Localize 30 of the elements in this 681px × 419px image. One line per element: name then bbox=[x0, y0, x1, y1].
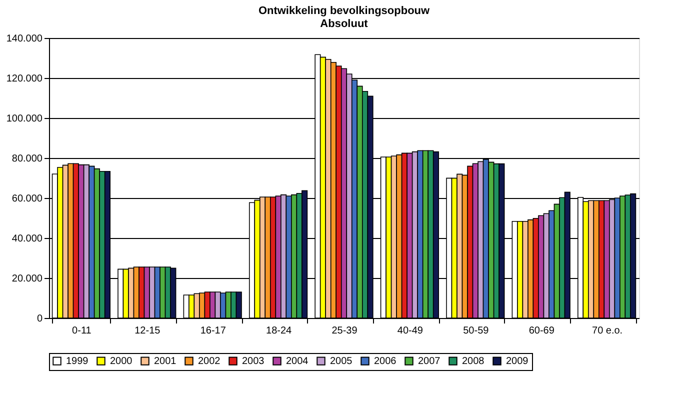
legend-label: 2006 bbox=[374, 356, 397, 368]
x-tick-label: 16-17 bbox=[200, 326, 226, 336]
y-tick-label: 120.000 bbox=[6, 74, 43, 84]
legend-label: 2001 bbox=[154, 356, 177, 368]
y-tick-label: 140.000 bbox=[6, 34, 43, 44]
x-tick-label: 40-49 bbox=[397, 326, 424, 336]
y-tick-label: 100.000 bbox=[6, 114, 43, 124]
x-tick-label: 12-15 bbox=[134, 326, 161, 336]
x-tick-label: 0-11 bbox=[72, 326, 92, 336]
legend-label: 2008 bbox=[462, 356, 485, 368]
chart-subtitle: Absoluut bbox=[320, 18, 368, 30]
legend-label: 2009 bbox=[506, 356, 529, 368]
x-tick-label: 18-24 bbox=[266, 326, 292, 336]
x-tick-label: 60-69 bbox=[528, 326, 555, 336]
legend-label: 2000 bbox=[110, 356, 133, 368]
y-tick-label: 60.000 bbox=[12, 194, 43, 204]
chart-title: Ontwikkeling bevolkingsopbouw bbox=[258, 5, 430, 17]
x-tick-label: 25-39 bbox=[332, 326, 358, 336]
y-tick-label: 40.000 bbox=[12, 234, 43, 244]
legend-label: 2003 bbox=[242, 356, 265, 368]
legend-label: 2005 bbox=[330, 356, 353, 368]
legend-label: 2007 bbox=[418, 356, 441, 368]
legend-label: 2004 bbox=[286, 356, 309, 368]
y-tick-label: 80.000 bbox=[12, 154, 43, 164]
legend-label: 2002 bbox=[198, 356, 221, 368]
x-tick-label: 50-59 bbox=[463, 326, 490, 336]
y-tick-label: 20.000 bbox=[12, 274, 43, 284]
x-tick-label: 70 e.o. bbox=[592, 326, 623, 336]
legend-label: 1999 bbox=[66, 356, 89, 368]
y-tick-label: 0 bbox=[36, 314, 43, 324]
